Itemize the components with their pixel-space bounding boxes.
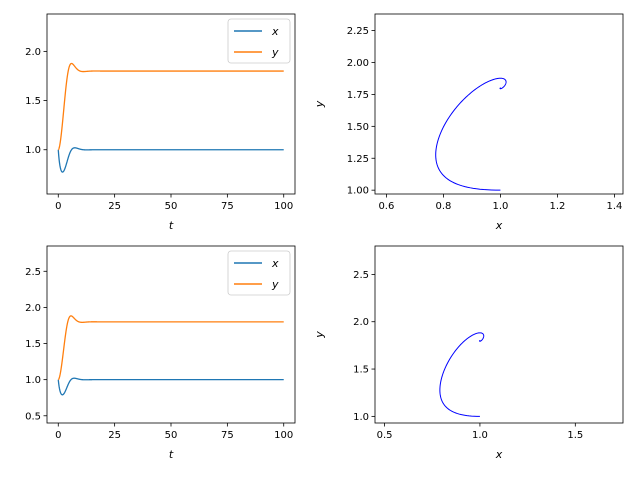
- phase-curve: [435, 77, 507, 191]
- x-tick-label: 50: [165, 430, 178, 441]
- y-tick-label: 1.00: [347, 186, 369, 197]
- y-tick-label: 0.5: [25, 411, 41, 422]
- y-tick-label: 2.0: [353, 317, 369, 328]
- x-tick-label: 25: [108, 201, 121, 212]
- y-tick-label: 1.75: [347, 90, 369, 101]
- y-tick-label: 1.0: [25, 145, 41, 156]
- x-tick-label: 0.5: [377, 430, 393, 441]
- axes-frame: [374, 13, 624, 195]
- legend-label-y: y: [271, 46, 279, 59]
- y-tick-label: 2.5: [25, 267, 41, 278]
- chart-panel-top-left: 0 25 50 75 100 1.0 1.5 2.0 t xy: [25, 13, 296, 232]
- x-tick-label: 0.6: [378, 201, 394, 212]
- x-tick-label: 1.2: [549, 201, 565, 212]
- legend-box: [227, 250, 291, 296]
- phase-curve: [439, 332, 485, 417]
- legend-label-x: x: [271, 25, 279, 38]
- series-group: [435, 77, 507, 191]
- x-tick-label: 100: [274, 430, 293, 441]
- x-tick-label: 100: [274, 201, 293, 212]
- series-group: [57, 62, 285, 173]
- legend-label-x: x: [271, 257, 279, 270]
- x-axis-label: t: [169, 448, 174, 461]
- y-tick-label: 1.0: [353, 412, 369, 423]
- series-line-x: [57, 377, 285, 396]
- series-line-y: [57, 315, 285, 381]
- legend: xy: [227, 250, 291, 296]
- y-tick-label: 1.5: [25, 339, 41, 350]
- x-axis-label: x: [495, 448, 503, 461]
- x-tick-label: 0: [55, 201, 61, 212]
- y-axis-label: y: [313, 100, 326, 108]
- x-axis-label: t: [169, 219, 174, 232]
- y-tick-label: 1.25: [347, 154, 369, 165]
- x-tick-label: 25: [108, 430, 121, 441]
- legend-label-y: y: [271, 278, 279, 291]
- legend-box: [227, 18, 291, 64]
- series-group: [57, 315, 285, 396]
- x-tick-label: 75: [221, 201, 234, 212]
- y-tick-label: 2.0: [25, 303, 41, 314]
- chart-panel-bottom-left: 0 25 50 75 100 0.5 1.0 1.5 2.0 2.5 t xy: [25, 245, 296, 461]
- series-line-y: [57, 62, 285, 151]
- y-tick-label: 1.50: [347, 122, 369, 133]
- y-tick-label: 2.25: [347, 26, 369, 37]
- y-axis-label: y: [313, 331, 326, 339]
- x-tick-label: 0.8: [435, 201, 451, 212]
- x-tick-label: 1.5: [567, 430, 583, 441]
- legend: xy: [227, 18, 291, 64]
- x-tick-label: 0: [55, 430, 61, 441]
- y-tick-label: 2.5: [353, 270, 369, 281]
- x-tick-label: 1.0: [472, 430, 488, 441]
- y-tick-label: 2.00: [347, 58, 369, 69]
- axes-frame: [374, 245, 624, 424]
- series-group: [439, 332, 485, 417]
- chart-panel-bottom-right: 0.5 1.0 1.5 1.0 1.5 2.0 2.5 x y: [313, 245, 624, 461]
- series-line-x: [57, 147, 285, 173]
- y-tick-label: 2.0: [25, 47, 41, 58]
- y-tick-label: 1.0: [25, 375, 41, 386]
- x-tick-label: 1.4: [606, 201, 622, 212]
- x-tick-label: 1.0: [492, 201, 508, 212]
- x-tick-label: 50: [165, 201, 178, 212]
- x-tick-label: 75: [221, 430, 234, 441]
- y-tick-label: 1.5: [353, 365, 369, 376]
- y-tick-label: 1.5: [25, 96, 41, 107]
- x-axis-label: x: [495, 219, 503, 232]
- chart-panel-top-right: 0.6 0.8 1.0 1.2 1.4 1.00 1.25 1.50 1.75 2.00 2.25 x…: [313, 13, 624, 232]
